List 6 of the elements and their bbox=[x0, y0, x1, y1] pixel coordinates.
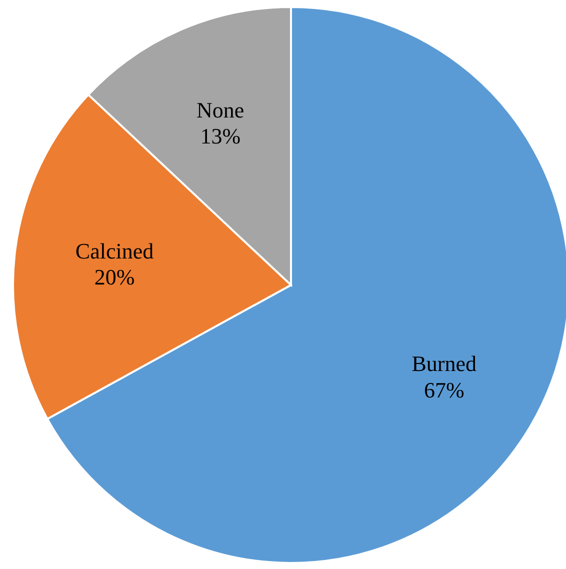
slice-label: None bbox=[196, 97, 244, 122]
slice-label: Burned bbox=[412, 351, 477, 376]
data-label: 67% bbox=[424, 378, 464, 403]
data-label: 20% bbox=[94, 264, 135, 290]
data-label: 13% bbox=[200, 124, 241, 149]
slice-label: Calcined bbox=[75, 238, 154, 264]
